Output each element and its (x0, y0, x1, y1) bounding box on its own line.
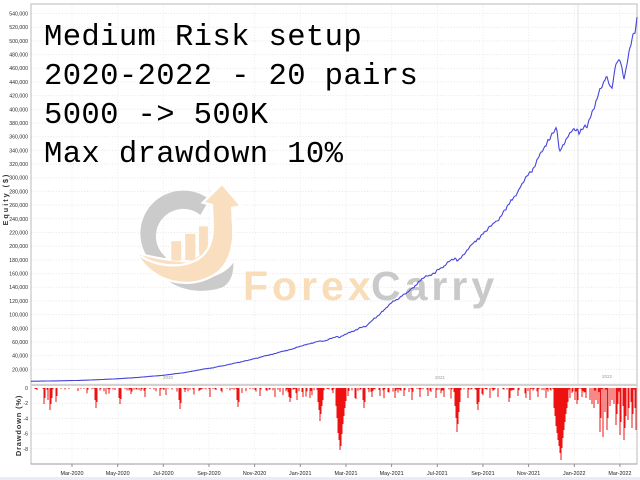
svg-text:-8: -8 (23, 447, 28, 453)
svg-text:May-2021: May-2021 (380, 471, 404, 477)
svg-text:420,000: 420,000 (9, 94, 28, 100)
svg-text:340,000: 340,000 (9, 148, 28, 154)
svg-text:60,000: 60,000 (12, 340, 28, 346)
svg-text:-2: -2 (23, 401, 28, 407)
svg-text:300,000: 300,000 (9, 176, 28, 182)
svg-text:Drawdown (%): Drawdown (%) (14, 395, 23, 456)
svg-text:180,000: 180,000 (9, 258, 28, 264)
svg-text:2021: 2021 (435, 375, 446, 380)
svg-text:220,000: 220,000 (9, 231, 28, 237)
svg-text:200,000: 200,000 (9, 244, 28, 250)
svg-text:140,000: 140,000 (9, 285, 28, 291)
svg-text:400,000: 400,000 (9, 107, 28, 113)
svg-text:520,000: 520,000 (9, 25, 28, 31)
svg-text:Mar-2021: Mar-2021 (334, 471, 357, 477)
svg-text:160,000: 160,000 (9, 272, 28, 278)
svg-text:120,000: 120,000 (9, 299, 28, 305)
svg-text:260,000: 260,000 (9, 203, 28, 209)
svg-text:Sep-2021: Sep-2021 (471, 471, 494, 477)
svg-text:240,000: 240,000 (9, 217, 28, 223)
svg-text:Nov-2020: Nov-2020 (243, 471, 266, 477)
svg-text:Jan-2022: Jan-2022 (563, 471, 585, 477)
svg-text:80,000: 80,000 (12, 326, 28, 332)
svg-text:Mar-2020: Mar-2020 (60, 471, 83, 477)
svg-text:380,000: 380,000 (9, 121, 28, 127)
svg-text:Jul-2020: Jul-2020 (153, 471, 174, 477)
svg-text:Mar-2022: Mar-2022 (608, 471, 631, 477)
svg-text:500,000: 500,000 (9, 39, 28, 45)
svg-text:May-2020: May-2020 (106, 471, 130, 477)
svg-text:40,000: 40,000 (12, 354, 28, 360)
svg-text:Forex: Forex (243, 263, 375, 309)
svg-text:540,000: 540,000 (9, 12, 28, 18)
svg-text:480,000: 480,000 (9, 53, 28, 59)
svg-text:Jan-2021: Jan-2021 (289, 471, 311, 477)
svg-text:100,000: 100,000 (9, 313, 28, 319)
svg-text:-6: -6 (23, 432, 28, 438)
svg-text:0: 0 (25, 386, 28, 392)
svg-text:Carry: Carry (371, 263, 498, 309)
svg-text:2020: 2020 (163, 375, 174, 380)
svg-text:440,000: 440,000 (9, 80, 28, 86)
svg-text:Nov-2021: Nov-2021 (517, 471, 540, 477)
svg-text:-4: -4 (23, 416, 28, 422)
svg-text:360,000: 360,000 (9, 135, 28, 141)
svg-text:320,000: 320,000 (9, 162, 28, 168)
svg-text:280,000: 280,000 (9, 189, 28, 195)
svg-text:460,000: 460,000 (9, 66, 28, 72)
svg-text:2022: 2022 (602, 374, 613, 379)
svg-text:Equity ($): Equity ($) (1, 173, 10, 226)
svg-text:Jul-2021: Jul-2021 (427, 471, 448, 477)
svg-text:20,000: 20,000 (12, 367, 28, 373)
svg-text:Sep-2020: Sep-2020 (197, 471, 220, 477)
